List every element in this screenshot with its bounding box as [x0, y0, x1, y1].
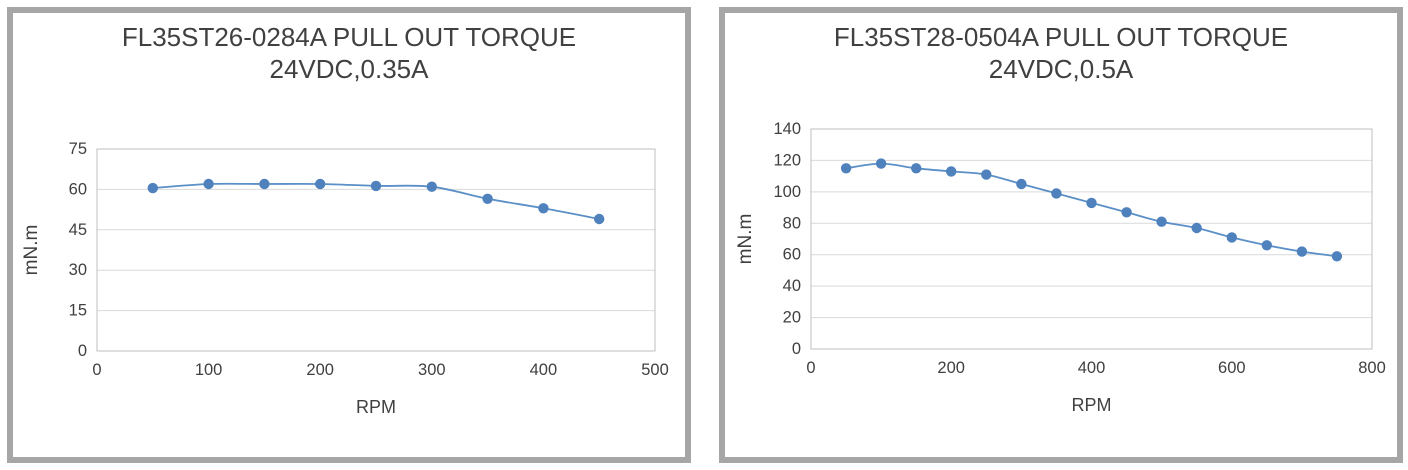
svg-text:RPM: RPM — [1072, 395, 1112, 415]
svg-text:500: 500 — [641, 361, 669, 379]
svg-text:200: 200 — [937, 359, 965, 377]
svg-text:15: 15 — [69, 302, 87, 320]
svg-text:0: 0 — [92, 361, 101, 379]
svg-text:75: 75 — [69, 140, 87, 158]
svg-text:mN.m: mN.m — [21, 225, 42, 276]
svg-text:400: 400 — [1078, 359, 1106, 377]
svg-text:60: 60 — [69, 180, 87, 198]
svg-text:400: 400 — [530, 361, 558, 379]
svg-text:0: 0 — [78, 342, 87, 360]
svg-text:300: 300 — [418, 361, 446, 379]
svg-text:100: 100 — [773, 183, 801, 201]
svg-text:0: 0 — [792, 340, 801, 358]
svg-text:RPM: RPM — [356, 397, 396, 417]
svg-text:800: 800 — [1358, 359, 1386, 377]
svg-text:80: 80 — [783, 214, 801, 232]
svg-text:0: 0 — [806, 359, 815, 377]
svg-text:60: 60 — [783, 246, 801, 264]
svg-text:120: 120 — [773, 151, 801, 169]
svg-text:140: 140 — [773, 120, 801, 138]
svg-text:200: 200 — [306, 361, 334, 379]
svg-text:40: 40 — [783, 277, 801, 295]
svg-text:45: 45 — [69, 221, 87, 239]
svg-text:20: 20 — [783, 309, 801, 327]
svg-text:100: 100 — [195, 361, 223, 379]
svg-text:mN.m: mN.m — [735, 214, 756, 265]
svg-text:600: 600 — [1218, 359, 1246, 377]
svg-text:30: 30 — [69, 261, 87, 279]
